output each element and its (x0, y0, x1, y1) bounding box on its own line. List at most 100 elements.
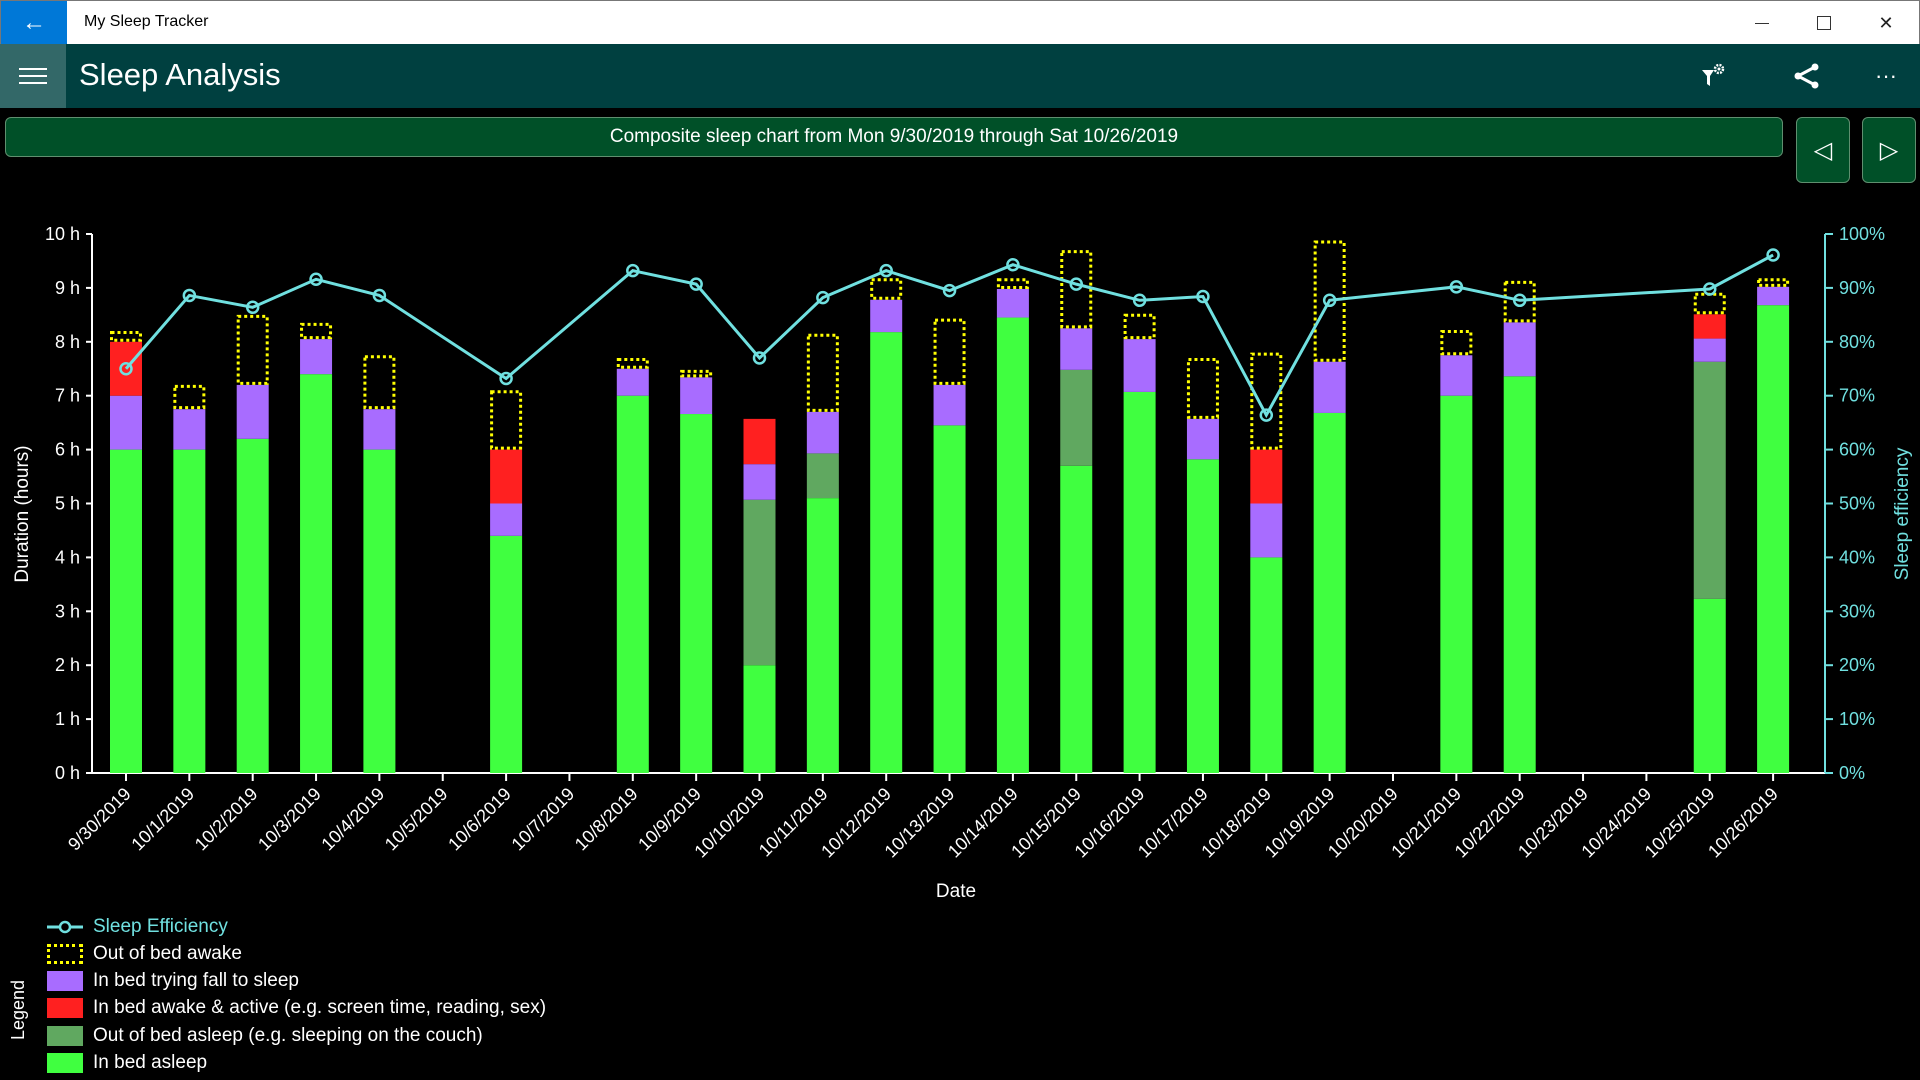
bar-segment-out-of-bed-awake (616, 357, 649, 369)
bar-segment-out-of-bed-awake (933, 318, 966, 385)
x-tick-label: 9/30/2019 (64, 784, 135, 855)
bar-segment-out-of-bed-asleep (1693, 361, 1726, 599)
x-tick-label: 10/6/2019 (444, 784, 515, 855)
bar-segment-in-bed-asleep (1503, 376, 1536, 773)
bar-segment-in-bed-awake-active (1250, 449, 1283, 504)
y-tick-label: 0 h (55, 763, 80, 783)
efficiency-point (1069, 277, 1083, 291)
y2-tick-label: 30% (1839, 601, 1875, 621)
back-button[interactable]: ← (1, 1, 67, 45)
y2-tick-label: 50% (1839, 494, 1875, 514)
x-tick-label: 10/5/2019 (381, 784, 452, 855)
filter-settings-icon (1702, 63, 1725, 86)
x-tick-label: 10/14/2019 (944, 784, 1022, 862)
more-button[interactable]: ··· (1862, 54, 1910, 98)
efficiency-point (499, 371, 513, 386)
legend-item: In bed asleep (47, 1052, 207, 1074)
app-title: My Sleep Tracker (84, 13, 209, 30)
bar-segment-in-bed-trying (1757, 286, 1790, 306)
x-tick-label: 10/21/2019 (1387, 784, 1465, 862)
share-button[interactable] (1783, 54, 1831, 98)
legend-swatch (47, 998, 83, 1018)
efficiency-point (816, 290, 830, 305)
legend-item: In bed awake & active (e.g. screen time,… (47, 997, 546, 1019)
bar-segment-in-bed-asleep (490, 535, 523, 773)
x-tick-label: 10/19/2019 (1261, 784, 1339, 862)
bar-segment-out-of-bed-awake (490, 390, 523, 450)
legend-label: Out of bed awake (93, 943, 242, 964)
bar-segment-out-of-bed-awake (1503, 280, 1536, 323)
y2-tick-label: 100% (1839, 224, 1885, 244)
arrow-left-icon: ← (22, 9, 46, 36)
menu-button[interactable] (0, 44, 66, 108)
bar-segment-out-of-bed-awake (300, 322, 333, 340)
bar-segment-in-bed-trying (1313, 361, 1346, 413)
x-tick-label: 10/17/2019 (1134, 784, 1212, 862)
y2-tick-label: 60% (1839, 440, 1875, 460)
minimize-button[interactable] (1731, 1, 1793, 45)
efficiency-point (942, 283, 957, 298)
efficiency-point (879, 263, 893, 278)
y2-tick-label: 70% (1839, 386, 1875, 406)
bar-segment-out-of-bed-awake (996, 278, 1029, 289)
bar-segment-out-of-bed-awake (1186, 357, 1219, 419)
x-axis-title: Date (936, 881, 976, 902)
bar-segment-out-of-bed-awake (1757, 278, 1790, 287)
legend-swatch (47, 1053, 83, 1073)
x-tick-label: 10/4/2019 (317, 784, 388, 855)
bar-segment-in-bed-awake-active (1693, 314, 1726, 339)
bar-segment-out-of-bed-awake (236, 314, 269, 385)
efficiency-point (1512, 293, 1527, 308)
x-tick-label: 10/11/2019 (755, 784, 832, 861)
filter-settings-button[interactable] (1690, 54, 1738, 98)
bar-segment-out-of-bed-awake (680, 369, 713, 378)
y-tick-label: 8 h (55, 332, 80, 352)
bar-segment-in-bed-asleep (363, 449, 396, 773)
bar-segment-in-bed-asleep (870, 332, 903, 773)
bar-segment-in-bed-trying (490, 503, 523, 536)
x-tick-label: 10/26/2019 (1704, 784, 1782, 862)
efficiency-line (124, 253, 1774, 419)
bar-segment-out-of-bed-asleep (743, 499, 776, 666)
y2-tick-label: 80% (1839, 332, 1875, 352)
y-tick-label: 9 h (55, 278, 80, 298)
x-tick-label: 10/24/2019 (1577, 784, 1655, 862)
bar-segment-in-bed-asleep (806, 498, 839, 773)
x-tick-label: 10/3/2019 (254, 784, 325, 855)
bar-segment-in-bed-asleep (1060, 465, 1093, 773)
bar-segment-in-bed-asleep (1250, 557, 1283, 773)
bar-segment-out-of-bed-awake (1440, 329, 1473, 356)
efficiency-point (689, 277, 703, 291)
bar-segment-in-bed-trying (1250, 503, 1283, 558)
y2-tick-label: 40% (1839, 547, 1875, 567)
bar-segment-out-of-bed-awake (1123, 313, 1156, 340)
x-tick-label: 10/7/2019 (508, 784, 579, 855)
bar-segment-in-bed-asleep (173, 449, 206, 773)
efficiency-point (372, 288, 387, 303)
bar-segment-in-bed-asleep (1186, 459, 1219, 773)
x-tick-label: 10/9/2019 (634, 784, 705, 855)
app-header: Sleep Analysis ··· (0, 44, 1920, 108)
bar-segment-out-of-bed-asleep (806, 453, 839, 499)
y-tick-label: 10 h (45, 224, 80, 244)
close-button[interactable]: ✕ (1855, 1, 1917, 45)
legend-swatch (47, 1026, 83, 1046)
maximize-button[interactable] (1793, 1, 1855, 45)
bar-segment-in-bed-asleep (1123, 391, 1156, 773)
bar-segment-out-of-bed-awake (1060, 250, 1093, 329)
previous-period-button[interactable]: ◁ (1796, 117, 1850, 183)
chart-range-text: Composite sleep chart from Mon 9/30/2019… (609, 126, 1179, 147)
bar-segment-in-bed-asleep (236, 438, 269, 773)
next-period-button[interactable]: ▷ (1862, 117, 1916, 183)
x-tick-label: 10/12/2019 (817, 784, 895, 862)
y-tick-label: 7 h (55, 386, 80, 406)
bar-segment-in-bed-trying (616, 368, 649, 396)
bar-segment-in-bed-trying (1123, 339, 1156, 392)
legend-label: Sleep Efficiency (93, 916, 228, 937)
bar-segment-in-bed-asleep (300, 374, 333, 773)
x-tick-label: 10/22/2019 (1451, 784, 1529, 862)
triangle-right-icon: ▷ (1879, 136, 1899, 164)
bar-segment-in-bed-awake-active (490, 449, 523, 504)
y-tick-label: 6 h (55, 440, 80, 460)
bar-segment-in-bed-trying (1503, 322, 1536, 377)
